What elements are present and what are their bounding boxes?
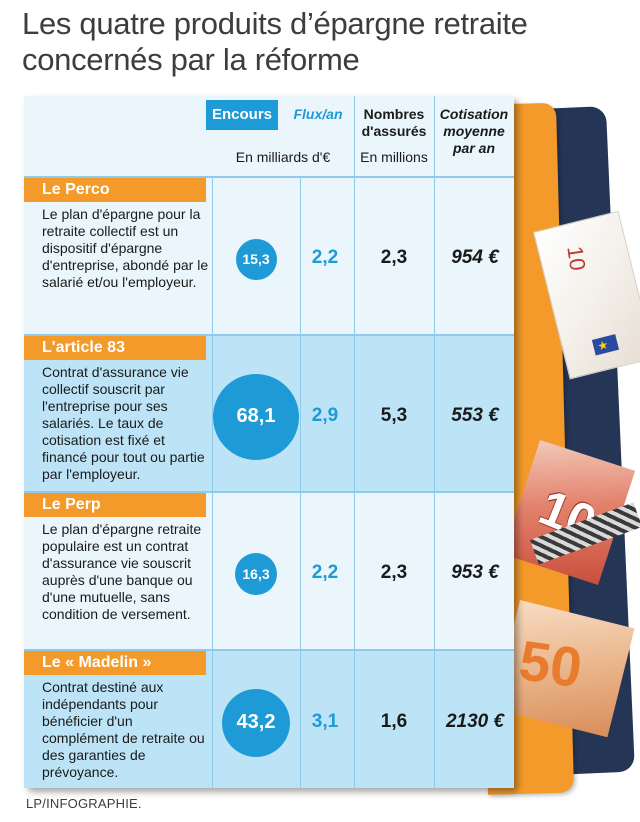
product-name: Le « Madelin »	[24, 651, 206, 675]
assures-value: 2,3	[380, 247, 408, 268]
unit-people: En millions	[360, 149, 428, 165]
row-divider	[24, 176, 514, 178]
column-divider	[354, 649, 355, 788]
product-description: Contrat d'assurance vie collectif souscr…	[42, 364, 205, 482]
column-divider	[212, 649, 213, 788]
page-title: Les quatre produits d’épargne retraite c…	[22, 6, 528, 77]
column-divider	[434, 649, 435, 788]
column-divider	[354, 334, 355, 491]
product-name: Le Perco	[24, 178, 206, 202]
encours-bubble: 15,3	[235, 238, 277, 280]
column-divider	[212, 334, 213, 491]
table-row: Le Perco Le plan d'épargne pour la retrai…	[24, 176, 514, 334]
column-divider	[434, 334, 435, 491]
credit: LP/INFOGRAPHIE.	[26, 796, 142, 811]
encours-bubble: 16,3	[235, 553, 277, 595]
product-name: Le Perp	[24, 493, 206, 517]
table-header: Encours Flux/an Nombres d'assurés Cotisa…	[24, 96, 514, 176]
table-row: Le Perp Le plan d'épargne retraite popula…	[24, 491, 514, 649]
column-divider	[300, 491, 301, 649]
col-header-assures: Nombres d'assurés	[361, 106, 427, 139]
table-row: L'article 83 Contrat d'assurance vie coll…	[24, 334, 514, 491]
column-divider	[354, 176, 355, 334]
column-divider	[354, 491, 355, 649]
column-divider	[434, 491, 435, 649]
flux-value: 2,9	[311, 404, 339, 426]
flux-value: 2,2	[311, 562, 339, 583]
row-divider	[24, 491, 514, 493]
column-divider	[300, 649, 301, 788]
assures-value: 5,3	[380, 404, 408, 426]
table-row: Le « Madelin » Contrat destiné aux indépe…	[24, 649, 514, 788]
assures-value: 1,6	[380, 710, 408, 732]
flux-value: 3,1	[311, 710, 339, 732]
flux-value: 2,2	[311, 247, 339, 268]
row-divider	[24, 649, 514, 651]
cotisation-value: 553 €	[451, 404, 499, 426]
product-description: Le plan d'épargne pour la retraite colle…	[42, 206, 209, 290]
cotisation-value: 954 €	[451, 247, 499, 268]
product-description: Le plan d'épargne retraite populaire est…	[42, 521, 202, 622]
column-divider	[300, 176, 301, 334]
column-divider	[434, 176, 435, 334]
table-card: Encours Flux/an Nombres d'assurés Cotisa…	[24, 96, 514, 788]
col-header-encours: Encours	[206, 100, 278, 130]
product-description: Contrat destiné aux indépendants pour bé…	[42, 679, 205, 780]
banknote-10-value: 10	[562, 244, 591, 273]
cotisation-value: 2130 €	[445, 710, 505, 732]
column-divider	[212, 176, 213, 334]
unit-money: En milliards d'€	[235, 149, 331, 165]
column-divider	[300, 334, 301, 491]
col-header-flux: Flux/an	[293, 106, 343, 122]
col-header-cotisation: Cotisation moyenne par an	[439, 106, 509, 156]
row-divider	[24, 334, 514, 336]
cotisation-value: 953 €	[451, 562, 499, 583]
encours-bubble: 43,2	[222, 688, 290, 757]
encours-bubble: 68,1	[213, 373, 299, 460]
column-divider	[212, 491, 213, 649]
banknote-50-value: 50	[515, 628, 586, 700]
assures-value: 2,3	[380, 562, 408, 583]
product-name: L'article 83	[24, 336, 206, 360]
eu-flag-icon: ★	[591, 334, 620, 356]
